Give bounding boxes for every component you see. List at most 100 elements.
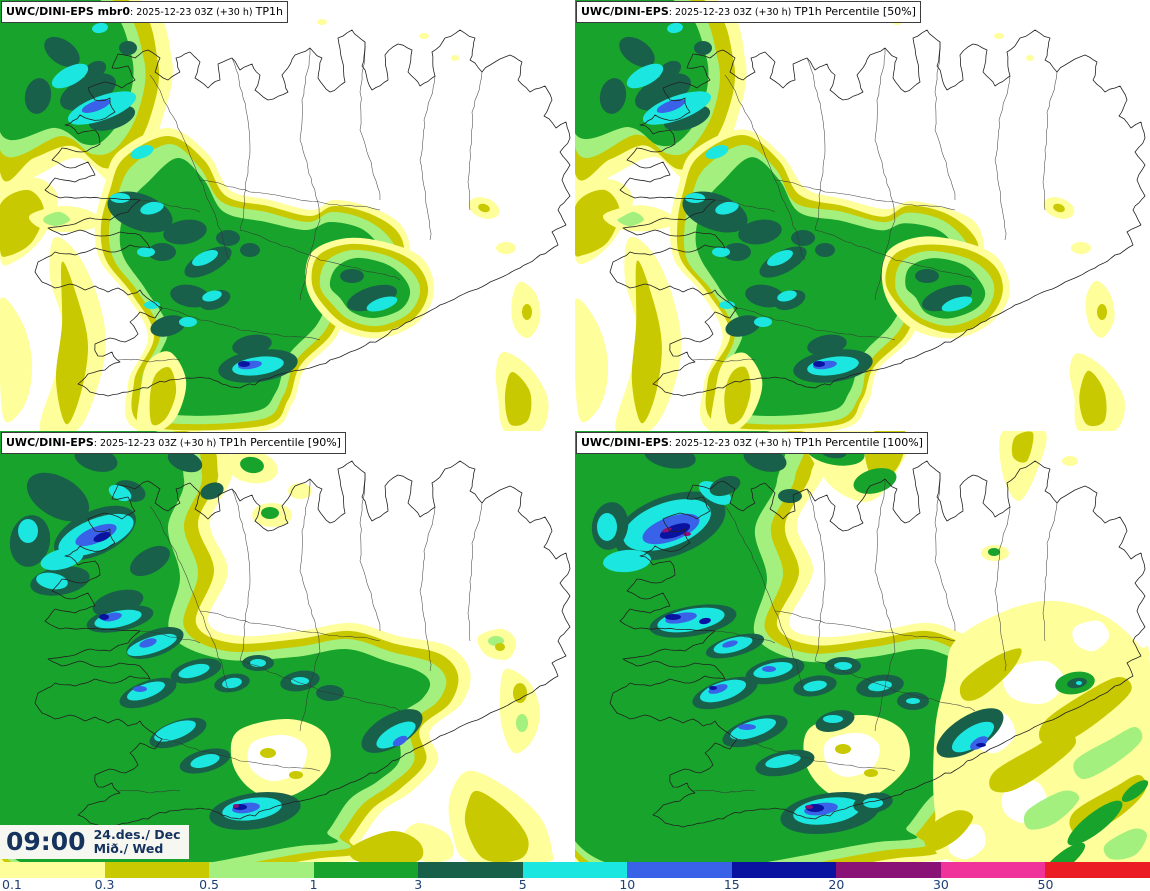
legend-tick: 5 xyxy=(518,877,527,891)
precip-blob xyxy=(81,99,111,113)
region-border-line xyxy=(149,74,231,261)
precip-blob xyxy=(392,735,408,747)
precip-blob xyxy=(139,638,157,648)
precip-blob xyxy=(167,449,203,473)
precip-blob xyxy=(261,507,279,519)
precip-blob xyxy=(513,683,527,703)
precip-region xyxy=(1023,790,1080,830)
iceland-coastline xyxy=(609,29,1146,397)
precip-blob xyxy=(26,472,90,522)
precip-blob xyxy=(762,666,776,672)
precip-blob xyxy=(51,63,89,89)
precip-blob xyxy=(685,193,705,203)
precip-blob xyxy=(915,269,939,283)
precip-blob xyxy=(178,663,210,679)
region-border-line xyxy=(1042,502,1058,642)
region-border-line xyxy=(806,57,826,231)
valid-time: 09:00 xyxy=(6,827,86,856)
region-border-line xyxy=(239,229,401,281)
precip-blob xyxy=(240,243,260,257)
panel-title-datetime: : 2025-12-23 03Z (+30 h) xyxy=(130,7,256,18)
region-border-line xyxy=(724,505,806,692)
region-border-line xyxy=(359,41,381,201)
region-border-line xyxy=(774,610,956,642)
panel-title-member0: UWC/DINI-EPS mbr0: 2025-12-23 03Z (+30 h… xyxy=(1,1,288,23)
map-panel-member0: UWC/DINI-EPS mbr0: 2025-12-23 03Z (+30 h… xyxy=(0,0,575,431)
precip-region xyxy=(247,734,308,782)
precip-region xyxy=(1073,726,1143,780)
precip-region xyxy=(999,431,1047,502)
panel-title-p90: UWC/DINI-EPS: 2025-12-23 03Z (+30 h) TP1… xyxy=(1,432,346,454)
legend-segment xyxy=(0,862,105,878)
precip-blob xyxy=(619,36,655,68)
region-border-line xyxy=(714,199,776,213)
precip-blob xyxy=(366,296,398,312)
precip-blob xyxy=(767,249,793,267)
precip-blob xyxy=(1062,456,1078,466)
precip-blob xyxy=(709,475,741,497)
precip-blob xyxy=(44,36,80,68)
precip-blob xyxy=(723,243,751,261)
precip-blob xyxy=(658,60,682,80)
precip-blob xyxy=(75,523,117,547)
region-border-line xyxy=(231,57,251,231)
precip-blob xyxy=(419,33,429,39)
precip-blob xyxy=(179,317,197,327)
precip-blob xyxy=(202,290,222,302)
precip-blob xyxy=(240,456,264,474)
precip-blob xyxy=(170,284,210,308)
precip-blob xyxy=(719,301,735,309)
precip-blob xyxy=(154,720,196,742)
precip-blob xyxy=(699,617,711,625)
precip-blob xyxy=(823,715,843,723)
precip-blob xyxy=(130,145,154,159)
precip-blob xyxy=(694,41,712,55)
precip-blob xyxy=(137,247,155,257)
precip-blob xyxy=(1053,203,1065,213)
region-border-line xyxy=(139,199,201,213)
panel-title-p100: UWC/DINI-EPS: 2025-12-23 03Z (+30 h) TP1… xyxy=(576,432,928,454)
precip-blob xyxy=(599,78,627,114)
region-border-line xyxy=(994,506,1011,672)
precip-blob xyxy=(317,19,327,25)
iceland-coastline xyxy=(34,460,571,828)
region-border-line xyxy=(806,488,826,662)
valid-date: 24.des./ Dec xyxy=(93,826,181,842)
panel-title-suffix: TP1h Percentile [50%] xyxy=(794,5,916,18)
precip-blob xyxy=(192,249,218,267)
region-border-line xyxy=(692,789,756,794)
precip-blob xyxy=(1042,842,1086,862)
precip-blob xyxy=(656,99,686,113)
legend-segment xyxy=(940,862,1046,878)
precip-blob xyxy=(970,736,988,750)
panel-title-p50: UWC/DINI-EPS: 2025-12-23 03Z (+30 h) TP1… xyxy=(576,1,921,23)
map-canvas-p50 xyxy=(575,0,1146,431)
precip-blob xyxy=(976,743,986,747)
precip-region xyxy=(724,366,751,425)
panel-title-datetime: : 2025-12-23 03Z (+30 h) xyxy=(668,438,795,449)
precip-blob xyxy=(864,769,878,777)
region-border-line xyxy=(149,505,231,692)
region-border-line xyxy=(359,472,381,632)
precip-region xyxy=(504,371,532,426)
panel-title-suffix: TP1h xyxy=(255,5,283,18)
region-border-line xyxy=(117,358,181,363)
precip-blob xyxy=(906,698,920,704)
map-panel-p90: UWC/DINI-EPS: 2025-12-23 03Z (+30 h) TP1… xyxy=(0,431,575,862)
precip-blob xyxy=(712,247,730,257)
precip-blob xyxy=(495,643,505,651)
panel-title-suffix: TP1h Percentile [90%] xyxy=(219,436,341,449)
precip-region xyxy=(55,261,89,425)
precip-blob xyxy=(222,677,242,689)
precip-blob xyxy=(148,243,176,261)
legend-tick: 0.3 xyxy=(94,877,115,891)
precip-region xyxy=(0,297,33,423)
precip-blob xyxy=(36,572,68,590)
legend-tick: 0.1 xyxy=(2,877,22,891)
region-border-line xyxy=(419,506,436,672)
valid-time-box: 09:00 24.des./ Dec Mið./ Wed xyxy=(0,825,189,859)
legend-segment xyxy=(836,862,941,878)
precip-region xyxy=(43,211,71,227)
iceland-coastline xyxy=(34,29,571,397)
precip-blob xyxy=(778,489,802,503)
